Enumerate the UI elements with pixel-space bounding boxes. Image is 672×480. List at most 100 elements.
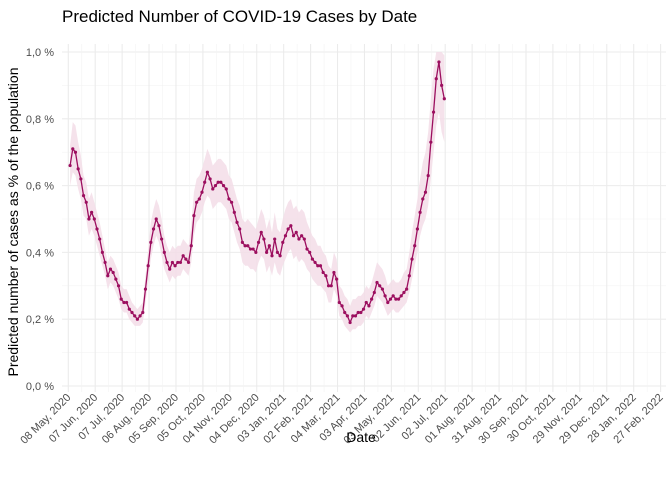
data-point	[302, 237, 306, 241]
data-point	[343, 310, 347, 315]
data-point	[143, 287, 148, 291]
data-point	[278, 254, 282, 258]
data-point	[73, 150, 78, 154]
data-point	[227, 197, 231, 201]
y-tick-label: 0,0 %	[26, 381, 54, 393]
data-point	[248, 247, 253, 251]
data-point	[165, 260, 169, 265]
data-point	[90, 210, 94, 214]
data-point	[95, 227, 99, 231]
data-point	[181, 254, 185, 258]
y-tick-label: 0,4 %	[26, 247, 54, 259]
data-point	[68, 163, 72, 168]
data-point	[289, 224, 293, 228]
data-point	[275, 250, 279, 254]
data-point	[364, 300, 368, 305]
data-point	[431, 110, 436, 114]
data-point	[297, 237, 301, 241]
data-point	[300, 234, 304, 238]
data-point	[308, 250, 312, 254]
data-point	[332, 270, 336, 275]
data-point	[84, 200, 88, 204]
data-point	[399, 294, 403, 298]
data-point	[361, 307, 366, 311]
data-point	[203, 180, 207, 184]
data-point	[114, 277, 118, 281]
data-point	[211, 187, 215, 191]
confidence-band	[70, 52, 445, 333]
data-point	[321, 270, 325, 275]
data-point	[138, 314, 142, 318]
data-point	[340, 304, 344, 308]
data-point	[103, 260, 107, 265]
data-point	[186, 260, 191, 265]
chart-title: Predicted Number of COVID-19 Cases by Da…	[62, 7, 417, 26]
data-point	[335, 277, 339, 281]
data-point	[151, 227, 156, 231]
data-point	[216, 180, 220, 184]
data-point	[170, 260, 174, 265]
data-point	[200, 190, 204, 194]
y-axis-ticks: 0,0 % 0,2 % 0,4 % 0,6 % 0,8 % 1,0 %	[26, 47, 54, 393]
data-point	[353, 314, 358, 318]
data-point	[291, 234, 296, 238]
data-point	[219, 180, 223, 184]
data-point	[238, 227, 242, 231]
data-point	[273, 237, 277, 241]
data-point	[213, 184, 218, 188]
data-point	[246, 244, 250, 248]
data-point	[125, 300, 129, 305]
data-point	[197, 197, 201, 201]
data-point	[92, 217, 96, 221]
data-point	[429, 140, 433, 144]
data-point	[391, 294, 395, 298]
data-point	[100, 250, 104, 254]
data-point	[318, 264, 323, 268]
y-tick-label: 0,2 %	[26, 314, 54, 326]
data-point	[81, 194, 86, 198]
data-point	[168, 267, 172, 271]
data-point	[313, 260, 317, 265]
data-point	[405, 287, 409, 291]
data-point	[410, 257, 414, 261]
data-point	[310, 257, 314, 261]
data-point	[205, 170, 209, 174]
data-point	[251, 247, 255, 251]
data-point	[305, 247, 309, 251]
series-points-layer	[68, 60, 446, 325]
x-axis-title: Date	[346, 429, 376, 445]
data-point	[286, 227, 290, 231]
data-point	[380, 287, 384, 291]
data-point	[281, 240, 285, 244]
data-point	[316, 264, 320, 268]
data-point	[162, 250, 166, 254]
data-point	[130, 310, 134, 315]
data-point	[348, 320, 352, 325]
data-point	[232, 210, 236, 214]
data-point	[434, 77, 438, 81]
data-point	[326, 284, 331, 288]
data-point	[337, 300, 341, 305]
data-point	[359, 310, 363, 315]
data-point	[173, 264, 177, 268]
data-point	[329, 284, 333, 288]
data-point	[176, 260, 180, 265]
data-point	[189, 244, 193, 248]
data-point	[294, 230, 298, 234]
data-point	[413, 244, 417, 248]
data-point	[388, 297, 393, 301]
data-point	[402, 290, 406, 295]
data-point	[146, 264, 150, 268]
data-point	[76, 167, 80, 171]
data-point	[87, 217, 91, 221]
data-point	[221, 184, 226, 188]
data-point	[442, 97, 446, 101]
data-point	[119, 297, 123, 301]
data-point	[133, 314, 137, 318]
data-point	[267, 244, 271, 248]
data-point	[378, 284, 382, 288]
data-point	[111, 270, 115, 275]
data-point	[372, 290, 376, 295]
